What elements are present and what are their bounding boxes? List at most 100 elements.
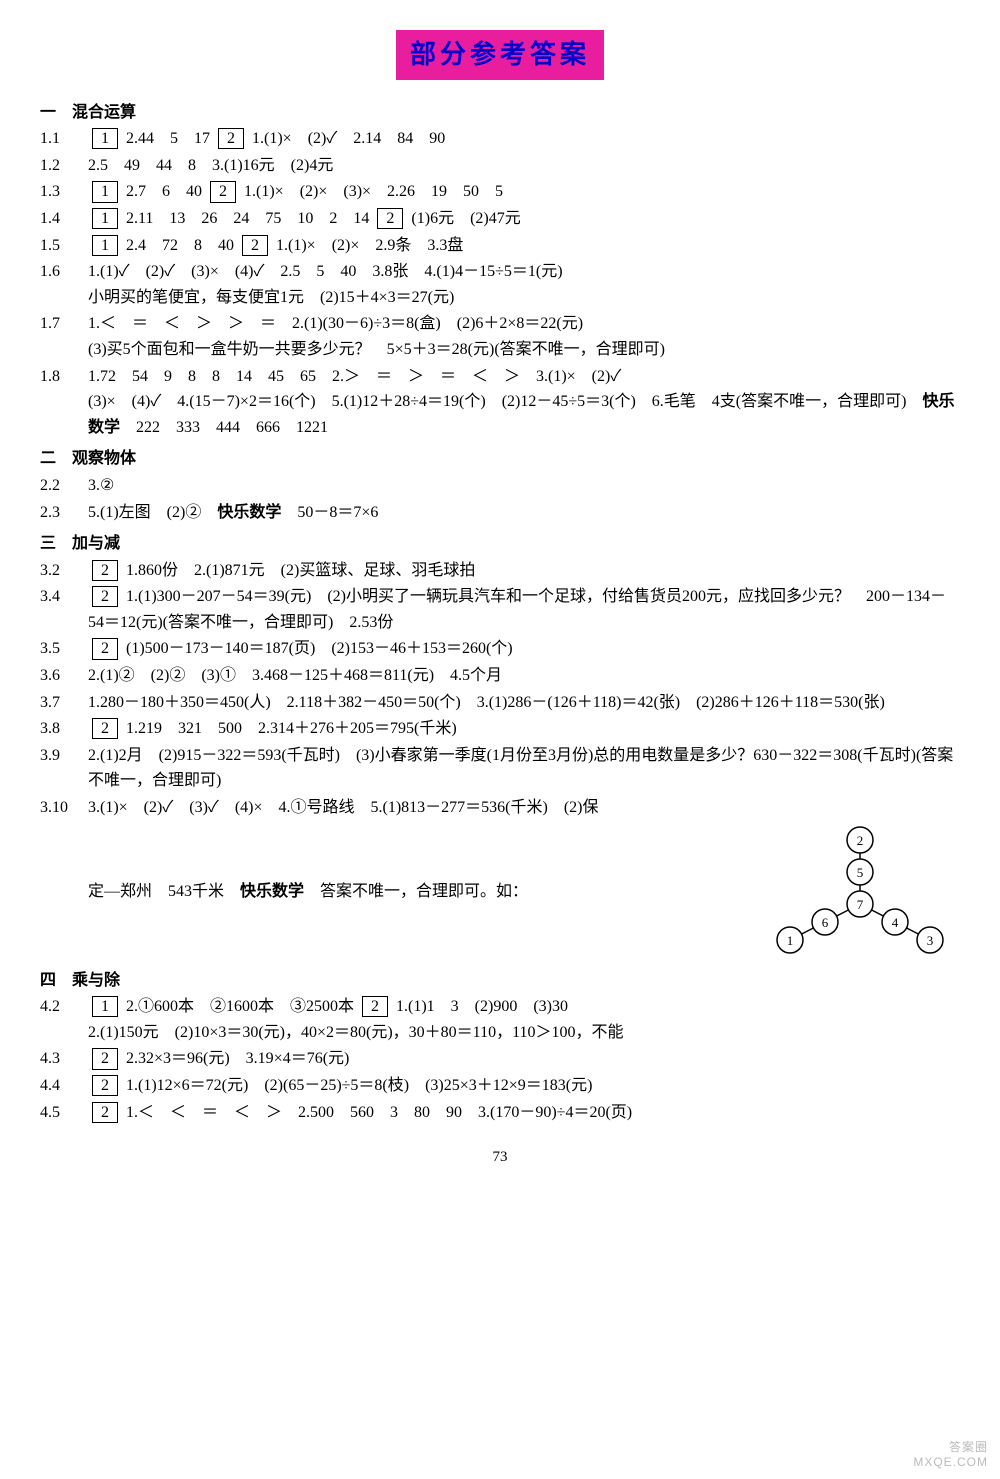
svg-text:7: 7 [857,897,864,912]
text: 50－8＝7×6 [281,504,378,521]
boxnum-1: 1 [92,181,118,202]
lineno: 1.7 [40,311,88,337]
boxnum-2: 2 [92,1102,118,1123]
boxnum-2: 2 [92,1075,118,1096]
row-1-6: 1.6 1.(1)✓ (2)✓ (3)× (4)✓ 2.5 5 40 3.8张 … [40,259,960,310]
section-3-head: 三 加与减 [40,531,960,557]
row-4-4: 4.4 2 1.(1)12×6＝72(元) (2)(65－25)÷5＝8(枝) … [40,1073,960,1099]
content: 1 2.①600本 ②1600本 ③2500本 2 1.(1)1 3 (2)90… [88,994,960,1045]
content: 2 1.(1)12×6＝72(元) (2)(65－25)÷5＝8(枝) (3)2… [88,1073,960,1099]
lineno: 4.3 [40,1046,88,1072]
svg-text:5: 5 [857,865,864,880]
lineno: 2.2 [40,473,88,499]
section-1-head: 一 混合运算 [40,100,960,126]
content: 2 1.860份 2.(1)871元 (2)买篮球、足球、羽毛球拍 [88,558,960,584]
content: 1.(1)✓ (2)✓ (3)× (4)✓ 2.5 5 40 3.8张 4.(1… [88,259,960,310]
lineno: 1.1 [40,126,88,152]
lineno: 4.2 [40,994,88,1020]
row-3-8: 3.8 2 1.219 321 500 2.314＋276＋205＝795(千米… [40,716,960,742]
row-1-3: 1.3 1 2.7 6 40 2 1.(1)× (2)× (3)× 2.26 1… [40,179,960,205]
content: 2 1.219 321 500 2.314＋276＋205＝795(千米) [88,716,960,742]
text: 1.(1)1 3 (2)900 (3)30 [396,998,568,1015]
svg-text:1: 1 [787,933,794,948]
watermark: 答案圈 MXQE.COM [913,1440,988,1469]
text: 1.＜ ＜ ＝ ＜ ＞ 2.500 560 3 80 90 3.(170－90)… [126,1104,632,1121]
boxnum-1: 1 [92,208,118,229]
content: 2 1.＜ ＜ ＝ ＜ ＞ 2.500 560 3 80 90 3.(170－9… [88,1100,960,1126]
lineno: 1.5 [40,233,88,259]
content: 2.(1)2月 (2)915－322＝593(千瓦时) (3)小春家第一季度(1… [88,743,960,794]
text: 2.32×3＝96(元) 3.19×4＝76(元) [126,1050,349,1067]
text: 1.(1)× (2)× 2.9条 3.3盘 [276,237,463,254]
bold-text: 快乐数学 [217,504,281,521]
content: 1 2.44 5 17 2 1.(1)× (2)✓ 2.14 84 90 [88,126,960,152]
lineno: 1.6 [40,259,88,285]
content: 1.72 54 9 8 8 14 45 65 2.＞ ＝ ＞ ＝ ＜ ＞ 3.(… [88,364,960,441]
content: 2.5 49 44 8 3.(1)16元 (2)4元 [88,153,960,179]
lineno: 4.4 [40,1073,88,1099]
row-3-4: 3.4 2 1.(1)300－207－54＝39(元) (2)小明买了一辆玩具汽… [40,584,960,635]
content: 2 2.32×3＝96(元) 3.19×4＝76(元) [88,1046,960,1072]
row-3-7: 3.7 1.280－180＋350＝450(人) 2.118＋382－450＝5… [40,690,960,716]
lineno: 4.5 [40,1100,88,1126]
text: 1.860份 2.(1)871元 (2)买篮球、足球、羽毛球拍 [126,562,475,579]
watermark-line2: MXQE.COM [913,1455,988,1469]
row-3-9: 3.9 2.(1)2月 (2)915－322＝593(千瓦时) (3)小春家第一… [40,743,960,794]
title-banner-wrap: 部分参考答案 [40,30,960,80]
row-4-3: 4.3 2 2.32×3＝96(元) 3.19×4＝76(元) [40,1046,960,1072]
boxnum-2: 2 [242,235,268,256]
content: 3.(1)× (2)✓ (3)✓ (4)× 4.①号路线 5.(1)813－27… [88,795,960,821]
boxnum-2: 2 [92,1048,118,1069]
lineno: 1.3 [40,179,88,205]
text: 222 333 444 666 1221 [120,419,328,436]
text: 1.(1)✓ (2)✓ (3)× (4)✓ 2.5 5 40 3.8张 4.(1… [88,263,563,280]
boxnum-1: 1 [92,235,118,256]
boxnum-1: 1 [92,128,118,149]
page-number: 73 [40,1145,960,1169]
watermark-line1: 答案圈 [913,1440,988,1454]
lineno: 3.4 [40,584,88,610]
text: 小明买的笔便宜，每支便宜1元 (2)15＋4×3＝27(元) [88,289,454,306]
row-4-2: 4.2 1 2.①600本 ②1600本 ③2500本 2 1.(1)1 3 (… [40,994,960,1045]
diagram-row: 定—郑州 543千米 快乐数学 答案不唯一，合理即可。如： 2576413 [40,822,960,962]
content: 2 (1)500－173－140＝187(页) (2)153－46＋153＝26… [88,636,960,662]
row-2-2: 2.2 3.② [40,473,960,499]
text: 2.7 6 40 [126,183,202,200]
text: (3)买5个面包和一盒牛奶一共要多少元？ 5×5＋3＝28(元)(答案不唯一，合… [88,341,665,358]
section-4-head: 四 乘与除 [40,968,960,994]
row-1-7: 1.7 1.＜ ＝ ＜ ＞ ＞ ＝ 2.(1)(30－6)÷3＝8(盒) (2)… [40,311,960,362]
row-1-2: 1.2 2.5 49 44 8 3.(1)16元 (2)4元 [40,153,960,179]
lineno: 3.6 [40,663,88,689]
text: 1.219 321 500 2.314＋276＋205＝795(千米) [126,720,457,737]
row-3-2: 3.2 2 1.860份 2.(1)871元 (2)买篮球、足球、羽毛球拍 [40,558,960,584]
svg-text:6: 6 [822,915,829,930]
lineno: 1.4 [40,206,88,232]
lineno: 2.3 [40,500,88,526]
text: 定—郑州 543千米 [88,883,240,900]
text: 1.＜ ＝ ＜ ＞ ＞ ＝ 2.(1)(30－6)÷3＝8(盒) (2)6＋2×… [88,315,583,332]
lineno: 3.8 [40,716,88,742]
row-4-5: 4.5 2 1.＜ ＜ ＝ ＜ ＞ 2.500 560 3 80 90 3.(1… [40,1100,960,1126]
lineno: 3.9 [40,743,88,769]
content: 1.280－180＋350＝450(人) 2.118＋382－450＝50(个)… [88,690,960,716]
text: 2.11 13 26 24 75 10 2 14 [126,210,369,227]
lineno: 1.8 [40,364,88,390]
boxnum-2: 2 [218,128,244,149]
text: 答案不唯一，合理即可。如： [304,883,528,900]
section-2-head: 二 观察物体 [40,446,960,472]
boxnum-2: 2 [377,208,403,229]
content: 5.(1)左图 (2)② 快乐数学 50－8＝7×6 [88,500,960,526]
lineno: 3.7 [40,690,88,716]
text: 2.(1)150元 (2)10×3＝30(元)，40×2＝80(元)，30＋80… [88,1024,624,1041]
content: 1 2.4 72 8 40 2 1.(1)× (2)× 2.9条 3.3盘 [88,233,960,259]
bold-text: 快乐数学 [240,883,304,900]
boxnum-1: 1 [92,996,118,1017]
content: 1 2.11 13 26 24 75 10 2 14 2 (1)6元 (2)47… [88,206,960,232]
lineno: 3.10 [40,795,88,821]
text: 1.(1)12×6＝72(元) (2)(65－25)÷5＝8(枝) (3)25×… [126,1077,592,1094]
row-1-8: 1.8 1.72 54 9 8 8 14 45 65 2.＞ ＝ ＞ ＝ ＜ ＞… [40,364,960,441]
diagram-text: 定—郑州 543千米 快乐数学 答案不唯一，合理即可。如： [40,879,730,905]
svg-text:2: 2 [857,833,864,848]
text: 2.①600本 ②1600本 ③2500本 [126,998,354,1015]
text: 2.4 72 8 40 [126,237,234,254]
